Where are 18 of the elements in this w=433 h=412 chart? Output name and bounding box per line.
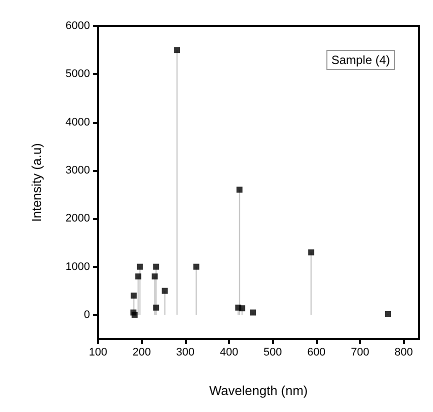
y-tick-label: 0 (84, 308, 90, 321)
y-tick-label: 1000 (66, 260, 90, 273)
x-tick-label: 100 (88, 346, 108, 358)
x-tick-label: 400 (220, 346, 238, 358)
x-tick-label: 500 (264, 346, 282, 358)
y-tick-label: 6000 (66, 20, 90, 32)
y-tick-label: 3000 (66, 164, 90, 176)
y-tick-label: 4000 (66, 116, 90, 128)
y-tick-label: 2000 (66, 212, 90, 225)
x-tick-label: 200 (132, 346, 151, 358)
y-tick-label: 5000 (66, 68, 90, 80)
x-tick-label: 600 (307, 346, 326, 358)
y-axis-title: Intensity (a.u) (29, 143, 44, 222)
x-tick-label: 800 (394, 346, 413, 358)
x-tick-label: 700 (350, 346, 370, 358)
x-axis-title: Wavelength (nm) (209, 383, 308, 398)
x-tick-label: 300 (176, 346, 195, 358)
annotation: Sample (4) (331, 53, 390, 67)
